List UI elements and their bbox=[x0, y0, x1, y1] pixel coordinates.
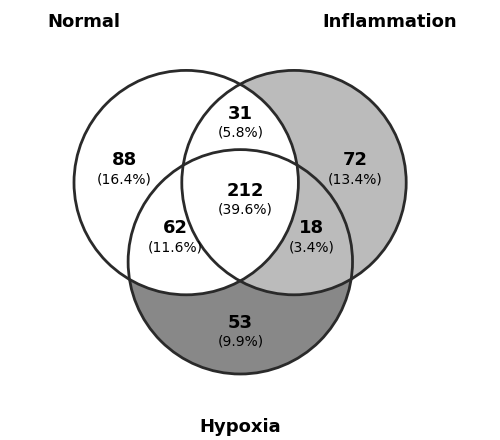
Text: 88: 88 bbox=[112, 151, 137, 169]
Text: (13.4%): (13.4%) bbox=[328, 172, 383, 186]
Text: 72: 72 bbox=[343, 151, 368, 169]
Text: 18: 18 bbox=[299, 219, 324, 237]
Text: (5.8%): (5.8%) bbox=[218, 126, 264, 140]
Text: (3.4%): (3.4%) bbox=[288, 240, 335, 254]
Text: 62: 62 bbox=[162, 219, 188, 237]
Text: (39.6%): (39.6%) bbox=[218, 203, 273, 217]
Text: 31: 31 bbox=[228, 105, 253, 122]
Text: Inflammation: Inflammation bbox=[322, 13, 457, 31]
Text: 53: 53 bbox=[228, 314, 253, 331]
Circle shape bbox=[74, 70, 298, 295]
Text: (16.4%): (16.4%) bbox=[97, 172, 152, 186]
Circle shape bbox=[128, 150, 352, 374]
Text: 212: 212 bbox=[227, 182, 264, 199]
Text: Normal: Normal bbox=[48, 13, 120, 31]
Circle shape bbox=[182, 70, 406, 295]
Text: (9.9%): (9.9%) bbox=[218, 335, 264, 349]
Text: (11.6%): (11.6%) bbox=[148, 240, 203, 254]
Text: Hypoxia: Hypoxia bbox=[200, 418, 281, 436]
